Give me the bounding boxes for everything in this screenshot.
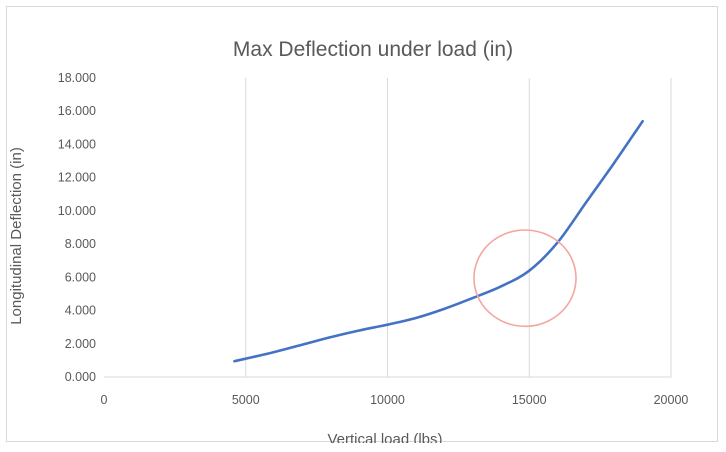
y-tick-label: 0.000 [65, 370, 96, 384]
y-tick-label: 16.000 [58, 104, 96, 118]
x-axis-title: Vertical load (lbs) [327, 431, 442, 443]
y-tick-label: 4.000 [65, 304, 96, 318]
x-tick-label: 0 [101, 393, 108, 407]
y-tick-label: 6.000 [65, 270, 96, 284]
y-tick-label: 2.000 [65, 337, 96, 351]
chart-container: 0 5000 10000 15000 20000 0.000 2.000 4.000 6.000… [6, 6, 718, 443]
chart-title: Max Deflection under load (in) [233, 38, 513, 61]
y-tick-label: 10.000 [58, 204, 96, 218]
highlight-circle [473, 229, 577, 328]
y-tick-label: 14.000 [58, 137, 96, 151]
x-tick-label: 20000 [654, 393, 689, 407]
x-tick-label: 15000 [512, 393, 547, 407]
y-tick-label: 12.000 [58, 171, 96, 185]
y-axis-title: Longitudinal Deflection (in) [8, 147, 25, 325]
y-tick-label: 8.000 [65, 237, 96, 251]
axes: 0 5000 10000 15000 20000 0.000 2.000 4.000 6.000… [58, 71, 689, 407]
series-layer [233, 119, 644, 363]
y-tick-label: 18.000 [58, 71, 96, 85]
x-tick-label: 10000 [370, 393, 405, 407]
annotation-layer [473, 229, 577, 328]
gridlines [245, 78, 672, 377]
x-tick-label: 5000 [232, 393, 260, 407]
chart-svg: 0 5000 10000 15000 20000 0.000 2.000 4.000 6.000… [8, 38, 689, 443]
series-line [233, 119, 644, 363]
